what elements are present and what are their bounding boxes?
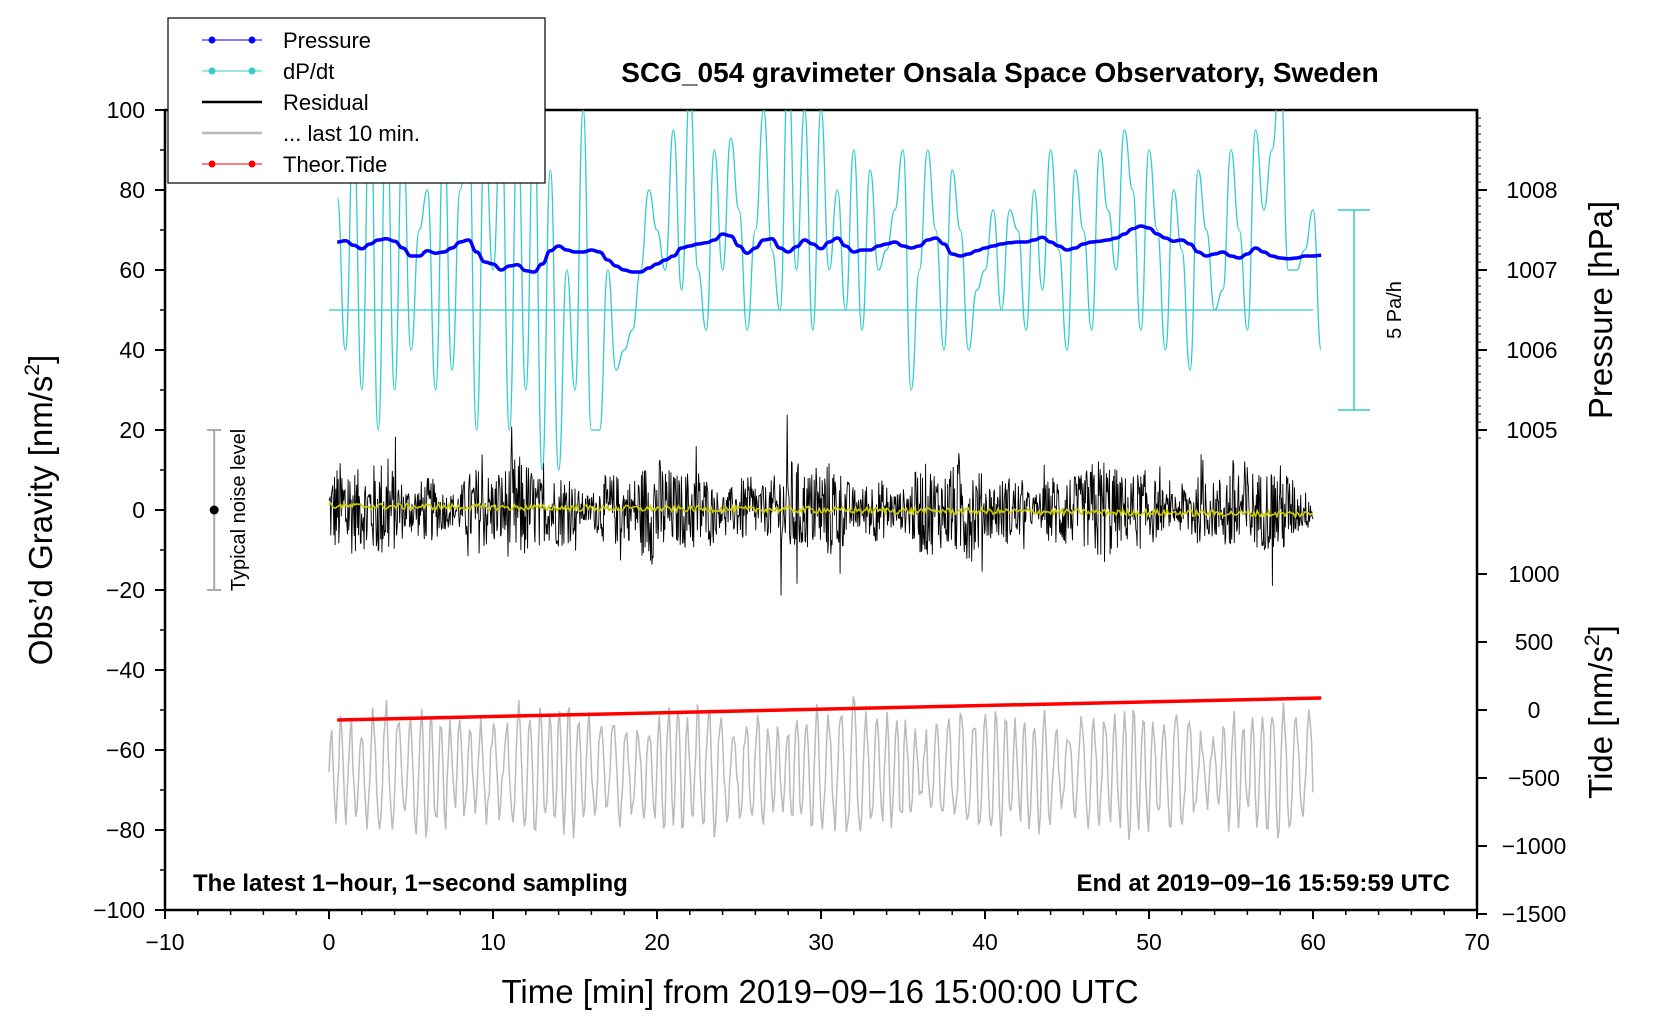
y-axis-tide: 1000 500 0 −500 −1000 −1500 — [1477, 561, 1566, 927]
pressure-line — [337, 224, 1322, 274]
y-tick-label: 40 — [119, 337, 145, 363]
x-tick-label: 70 — [1464, 929, 1490, 955]
y-tick-label: −20 — [106, 577, 145, 603]
legend-label-2: Residual — [283, 90, 369, 115]
tide-series — [337, 696, 1322, 722]
tide-tick-label: 500 — [1515, 629, 1553, 655]
pressure-tick-label: 1008 — [1506, 177, 1557, 203]
y-tick-label: 100 — [107, 97, 145, 123]
y-tick-label: −60 — [106, 737, 145, 763]
pressure-tick-label: 1006 — [1506, 337, 1557, 363]
reference-bars: Typical noise level 5 Pa/h — [207, 209, 1406, 591]
x-tick-label: 50 — [1136, 929, 1162, 955]
x-tick-label: 10 — [480, 929, 506, 955]
y-axis-title-gravity-main: Obs’d Gravity [nm/s — [22, 376, 59, 666]
noise-bar-dot — [209, 505, 219, 515]
legend: Pressure dP/dt Residual ... last 10 min. The… — [167, 17, 546, 184]
y-axis-title-tide-main: Tide [nm/s — [1582, 646, 1619, 799]
legend-marker-4-a — [208, 160, 216, 168]
y-tick-label: −100 — [93, 897, 145, 923]
x-tick-label: −10 — [145, 929, 184, 955]
y-axis-title-pressure: Pressure [hPa] — [1582, 201, 1619, 419]
chart-title: SCG_054 gravimeter Onsala Space Observat… — [621, 57, 1378, 88]
annotation-end-time: End at 2019−09−16 15:59:59 UTC — [1076, 870, 1450, 897]
y-tick-label: 60 — [119, 257, 145, 283]
noise-bar-label: Typical noise level — [228, 429, 250, 591]
x-tick-label: 30 — [808, 929, 834, 955]
y-axis-title-tide-sup: 2 — [1581, 634, 1604, 646]
x-tick-label: 40 — [972, 929, 998, 955]
legend-label-4: Theor.Tide — [283, 152, 387, 177]
pressure-tick-label: 1005 — [1506, 417, 1557, 443]
y-tick-label: −80 — [106, 817, 145, 843]
x-tick-label: 0 — [323, 929, 336, 955]
legend-marker-0-a — [208, 36, 216, 44]
legend-marker-4-b — [248, 160, 256, 168]
legend-items: Pressure dP/dt Residual ... last 10 min. The… — [202, 28, 420, 177]
x-axis: −10 0 10 20 30 40 50 60 70 — [145, 910, 1490, 955]
y-axis-title-tide-end: ] — [1582, 625, 1619, 634]
last10-line — [328, 696, 1314, 840]
tide-tick-label: 1000 — [1508, 561, 1559, 587]
y-axis-gravity: 100 80 60 40 20 0 −20 −40 −60 −80 −100 — [93, 97, 165, 923]
y-axis-pressure: 1008 1007 1006 1005 — [1475, 110, 1558, 443]
y-axis-title-gravity-end: ] — [22, 355, 59, 364]
legend-marker-1-a — [208, 67, 216, 75]
pressure-series — [337, 224, 1322, 274]
legend-box — [167, 17, 546, 184]
tide-tick-label: 0 — [1528, 697, 1541, 723]
tide-tick-label: −1000 — [1502, 833, 1567, 859]
dpdt-series — [329, 110, 1322, 471]
y-tick-label: 80 — [119, 177, 145, 203]
x-tick-label: 20 — [644, 929, 670, 955]
y-tick-label: 0 — [132, 497, 145, 523]
dpdt-line — [336, 110, 1322, 471]
pressure-tick-label: 1007 — [1506, 257, 1557, 283]
x-axis-title: Time [min] from 2019−09−16 15:00:00 UTC — [501, 973, 1138, 1010]
tide-tick-label: −1500 — [1502, 901, 1567, 927]
legend-marker-0-b — [248, 36, 256, 44]
legend-label-3: ... last 10 min. — [283, 121, 420, 146]
y-axis-title-gravity: Obs’d Gravity [nm/s2] — [21, 355, 59, 666]
legend-marker-1-b — [248, 67, 256, 75]
y-tick-label: 20 — [119, 417, 145, 443]
legend-label-1: dP/dt — [283, 59, 334, 84]
y-axis-title-tide: Tide [nm/s2] — [1581, 625, 1619, 799]
legend-label-0: Pressure — [283, 28, 371, 53]
residual-mean-line — [328, 501, 1314, 520]
residual-line — [328, 414, 1314, 596]
tide-tick-label: −500 — [1508, 765, 1560, 791]
scale-bar-label: 5 Pa/h — [1384, 281, 1406, 339]
tide-line — [337, 696, 1322, 722]
last10-series — [328, 696, 1314, 840]
y-axis-title-gravity-sup: 2 — [21, 364, 44, 376]
annotation-sampling: The latest 1−hour, 1−second sampling — [193, 870, 628, 897]
residual-series — [328, 414, 1314, 596]
x-tick-label: 60 — [1300, 929, 1326, 955]
y-tick-label: −40 — [106, 657, 145, 683]
